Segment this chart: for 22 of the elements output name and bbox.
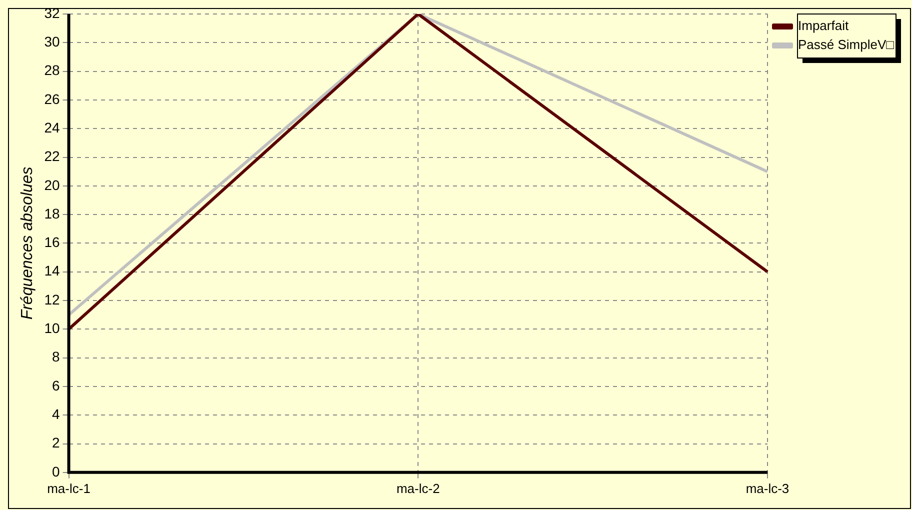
y-tick-label: 28 [44,62,60,78]
y-tick-label: 12 [44,291,60,308]
y-tick-label: 20 [44,176,60,193]
legend-label: Imparfait [798,18,849,34]
y-tick-label: 26 [44,90,60,107]
y-tick-label: 4 [52,406,60,422]
y-axis-title: Fréquences absolues [19,166,36,320]
x-tick-label: ma-lc-3 [746,480,790,496]
y-tick-label: 10 [44,320,60,336]
x-tick-label: ma-lc-1 [47,480,90,496]
y-tick-label: 8 [52,348,60,365]
y-tick-label: 6 [52,377,60,394]
y-tick-label: 16 [44,234,60,250]
y-tick-label: 2 [52,434,60,451]
y-tick-label: 22 [44,148,60,164]
x-tick-label: ma-lc-2 [396,480,440,496]
y-tick-label: 0 [52,463,60,480]
legend-label: Passé SimpleV□ [798,37,894,52]
y-tick-label: 18 [44,205,60,222]
y-tick-label: 24 [44,119,60,136]
y-tick-label: 14 [44,262,60,279]
y-tick-label: 30 [44,34,60,50]
